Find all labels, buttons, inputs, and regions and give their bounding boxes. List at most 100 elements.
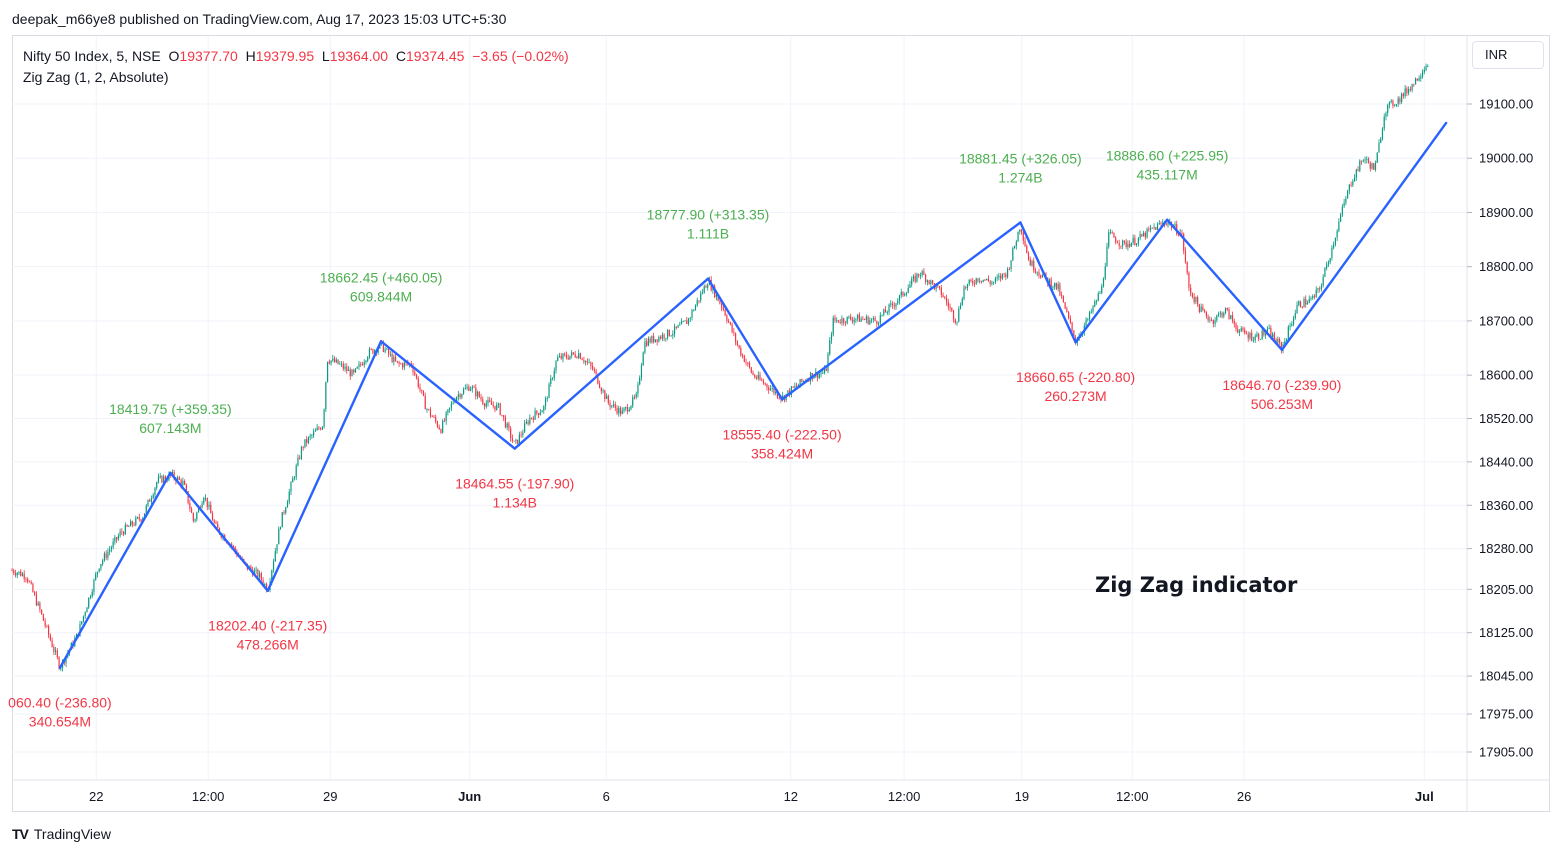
candle-body <box>140 519 142 522</box>
candle-body <box>203 497 205 504</box>
tradingview-brand[interactable]: TV TradingView <box>12 826 111 842</box>
candle-body <box>1052 286 1054 288</box>
candle-body <box>107 551 109 558</box>
candle-body <box>1364 159 1366 161</box>
candle-body <box>431 415 433 417</box>
candle-body <box>609 402 611 407</box>
candle-body <box>1106 246 1108 267</box>
candle-body <box>728 320 730 323</box>
candle-body <box>993 281 995 283</box>
candle-body <box>869 320 871 324</box>
pivot-volume-label: 340.654M <box>29 714 91 730</box>
candle-body <box>496 404 498 410</box>
candle-body <box>503 415 505 418</box>
zigzag-segment <box>169 471 269 592</box>
candle-body <box>1416 78 1418 81</box>
candle-body <box>143 513 146 519</box>
candle-body <box>1254 336 1256 341</box>
candle-body <box>1346 190 1349 199</box>
candle-body <box>318 427 320 429</box>
candle-body <box>285 507 287 513</box>
candle-body <box>501 414 503 416</box>
candle-body <box>1291 324 1293 326</box>
candle-body <box>740 348 742 356</box>
pivot-price-label: 18646.70 (-239.90) <box>1222 377 1341 393</box>
candle-body <box>49 635 51 641</box>
candle-body <box>20 571 22 576</box>
symbol-label[interactable]: Nifty 50 Index, 5, NSE <box>23 48 161 64</box>
candle-body <box>647 338 650 346</box>
candle-body <box>565 354 568 358</box>
candle-body <box>429 409 432 416</box>
candle-body <box>973 283 976 285</box>
candle-body <box>110 547 112 550</box>
candle-body <box>590 362 592 366</box>
candle-body <box>1231 315 1234 321</box>
candle-body <box>436 421 439 427</box>
indicator-label[interactable]: Zig Zag (1, 2, Absolute) <box>23 69 169 85</box>
candle-body <box>1123 240 1126 243</box>
candle-body <box>307 437 310 443</box>
candle-body <box>1340 214 1342 222</box>
zigzag-segment <box>266 340 383 592</box>
candle-body <box>389 354 391 355</box>
candle-body <box>778 397 780 399</box>
candle-body <box>177 477 179 482</box>
candle-body <box>145 505 147 514</box>
candle-body <box>1420 76 1422 79</box>
candle-body <box>480 397 482 400</box>
candle-body <box>705 286 707 288</box>
candle-body <box>497 403 500 405</box>
candle-body <box>490 401 493 405</box>
candle-body <box>1001 273 1003 279</box>
candle-body <box>295 465 297 478</box>
candle-body <box>1292 318 1295 325</box>
candle-body <box>1343 202 1345 207</box>
candle-body <box>1252 340 1255 342</box>
pivot-price-label: 18881.45 (+326.05) <box>959 151 1082 167</box>
candle-body <box>776 391 779 398</box>
candle-body <box>333 358 336 363</box>
candle-body <box>356 366 358 369</box>
candle-body <box>461 394 463 398</box>
candle-body <box>1383 116 1385 129</box>
candle-body <box>724 309 726 316</box>
candle-body <box>450 403 452 408</box>
candle-body <box>483 403 486 407</box>
candle-body <box>646 341 648 346</box>
candle-body <box>1238 331 1241 333</box>
candle-body <box>147 499 149 506</box>
candle-body <box>937 285 939 287</box>
candle-body <box>886 312 888 313</box>
candle-body <box>164 476 167 480</box>
candle-body <box>761 379 763 381</box>
candle-body <box>942 295 944 297</box>
candle-body <box>419 387 421 390</box>
candle-body <box>1312 296 1314 299</box>
candle-body <box>286 501 289 508</box>
candle-body <box>1155 227 1157 230</box>
candle-body <box>1298 301 1300 306</box>
currency-button[interactable]: INR <box>1472 41 1544 69</box>
candle-body <box>370 349 372 350</box>
candle-body <box>41 609 43 615</box>
candle-body <box>553 370 555 379</box>
candle-body <box>1374 162 1377 170</box>
candle-body <box>25 578 27 580</box>
candle-body <box>1317 288 1319 290</box>
candle-body <box>642 352 644 366</box>
candle-body <box>684 320 686 322</box>
candle-body <box>935 285 937 290</box>
candle-body <box>525 421 527 424</box>
pivot-volume-label: 506.253M <box>1251 396 1313 412</box>
candle-body <box>1409 89 1411 91</box>
candle-body <box>457 394 459 398</box>
candle-body <box>1036 272 1038 274</box>
candle-body <box>435 417 437 422</box>
candle-body <box>1210 319 1213 321</box>
price-tick-label: 17975.00 <box>1479 707 1533 722</box>
candle-body <box>1207 316 1209 321</box>
chart-frame[interactable] <box>12 35 1550 812</box>
candle-body <box>1109 232 1112 234</box>
